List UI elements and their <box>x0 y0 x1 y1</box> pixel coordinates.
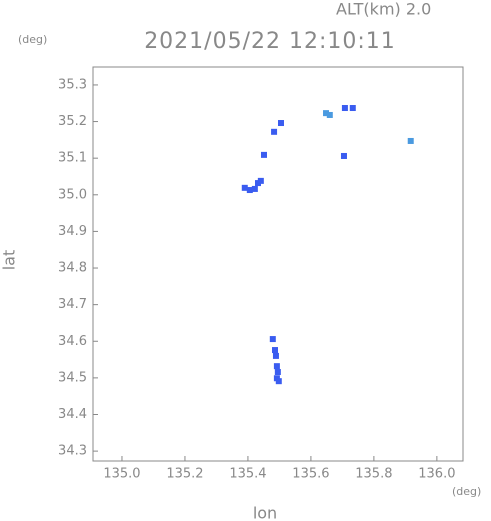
echo-point <box>260 151 267 158</box>
chart-title: 2021/05/22 12:10:11 <box>144 29 396 54</box>
echo-point <box>326 111 333 118</box>
y-tick-label: 34.5 <box>58 370 87 385</box>
echo-point <box>340 152 347 159</box>
x-tick-label: 135.4 <box>229 467 266 482</box>
x-tick-label: 135.2 <box>166 467 203 482</box>
echo-point <box>349 105 356 112</box>
y-axis-label: lat <box>0 250 19 271</box>
y-unit: (deg) <box>18 33 47 46</box>
annotation: ALT(km) 2.0 <box>336 0 431 19</box>
x-tick-label: 135.8 <box>355 467 392 482</box>
echo-point <box>272 347 279 354</box>
echo-point <box>341 105 348 112</box>
echo-point <box>277 120 284 127</box>
y-tick-label: 35.1 <box>58 151 87 166</box>
echo-point <box>251 185 258 192</box>
y-tick-label: 35.2 <box>58 114 87 129</box>
x-axis-label: lon <box>253 504 277 521</box>
x-tick-label: 135.0 <box>103 467 140 482</box>
echo-point <box>407 137 414 144</box>
echo-point <box>246 187 253 194</box>
echo-point <box>323 110 330 117</box>
echo-point <box>274 369 281 376</box>
echo-point <box>257 177 264 184</box>
y-tick-label: 35.3 <box>58 77 87 92</box>
y-tick-label: 34.8 <box>58 261 87 276</box>
y-tick-label: 34.7 <box>58 297 87 312</box>
x-unit: (deg) <box>452 485 481 498</box>
echo-point <box>272 352 279 359</box>
y-tick-label: 34.9 <box>58 224 87 239</box>
echo-point <box>269 336 276 343</box>
y-tick-label: 34.3 <box>58 444 87 459</box>
echo-point <box>241 184 248 191</box>
y-tick-label: 34.6 <box>58 334 87 349</box>
echo-point <box>271 128 278 135</box>
y-tick-label: 34.4 <box>58 407 87 422</box>
x-tick-label: 135.6 <box>292 467 329 482</box>
plot-frame <box>92 66 464 462</box>
echo-point <box>273 363 280 370</box>
echo-point <box>275 378 282 385</box>
y-tick-label: 35.0 <box>58 187 87 202</box>
x-tick-label: 136.0 <box>418 467 455 482</box>
